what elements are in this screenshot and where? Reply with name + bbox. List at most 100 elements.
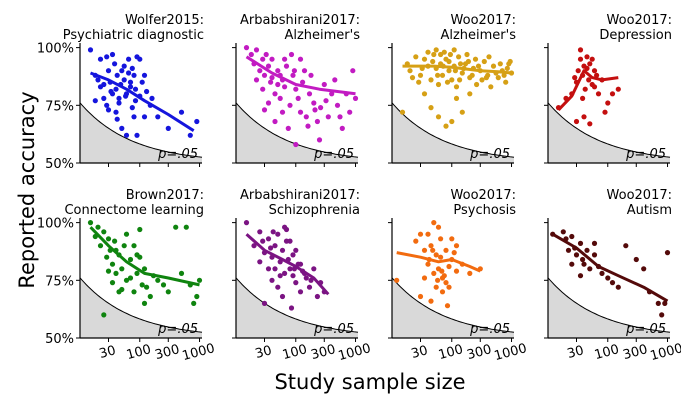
- data-point: [187, 132, 193, 138]
- data-point: [425, 231, 431, 237]
- data-point: [139, 282, 145, 288]
- data-point: [457, 61, 464, 67]
- panel-title-line2: Alzheimer's: [284, 28, 360, 43]
- data-point: [283, 63, 290, 69]
- data-point: [425, 49, 431, 55]
- data-point: [131, 243, 137, 249]
- data-point: [591, 240, 598, 246]
- data-point: [633, 256, 639, 263]
- data-point: [291, 68, 297, 74]
- data-point: [443, 123, 449, 129]
- panel-1: p=.05 Arbabshirani2017:Alzheimer's: [232, 13, 360, 167]
- data-point: [113, 270, 119, 276]
- data-point: [589, 56, 595, 62]
- data-point: [293, 141, 299, 148]
- data-point: [495, 75, 501, 81]
- data-point: [261, 300, 268, 306]
- panel-5: p=.05 30 100 300 1000 Arbabshirani2017:Schizo…: [232, 188, 373, 364]
- data-point: [92, 98, 98, 104]
- data-point: [196, 277, 203, 283]
- data-point: [272, 91, 278, 97]
- panel-2: p=.05 Woo2017:Alzheimer's: [388, 13, 516, 167]
- panel-title-line1: Arbabshirani2017:: [240, 188, 360, 203]
- data-point: [577, 56, 584, 62]
- data-point: [282, 224, 288, 230]
- data-point: [565, 247, 572, 253]
- pvalue-label: p=.05: [625, 147, 666, 162]
- panel-title-line1: Wolfer2015:: [125, 13, 204, 28]
- data-point: [282, 270, 288, 276]
- data-point: [121, 63, 127, 69]
- x-tick-label: 300: [153, 342, 181, 363]
- data-point: [449, 118, 455, 125]
- data-point: [269, 56, 275, 62]
- data-point: [139, 79, 145, 85]
- data-point: [297, 289, 304, 295]
- data-point: [87, 220, 94, 226]
- data-point: [664, 250, 671, 256]
- data-point: [261, 72, 268, 78]
- data-point: [417, 72, 424, 78]
- data-point: [134, 132, 140, 138]
- data-point: [504, 65, 510, 71]
- significance-region: [80, 102, 202, 163]
- data-point: [587, 266, 593, 272]
- data-point: [104, 102, 110, 108]
- data-point: [421, 275, 428, 281]
- data-point: [599, 270, 605, 276]
- panel-0: p=.05 50% 75% 100% Wolfer2015:Psychiatric di…: [37, 13, 204, 172]
- data-point: [314, 293, 320, 300]
- pvalue-label: p=.05: [313, 147, 354, 162]
- data-point: [584, 247, 590, 253]
- data-point: [127, 79, 134, 85]
- data-point: [243, 45, 250, 51]
- data-point: [293, 86, 299, 92]
- data-point: [591, 68, 598, 74]
- data-point: [474, 81, 480, 88]
- data-point: [488, 84, 494, 90]
- data-point: [486, 54, 492, 60]
- data-point: [428, 298, 434, 304]
- data-point: [134, 252, 140, 258]
- data-point: [577, 273, 584, 279]
- data-point: [444, 303, 451, 309]
- data-point: [655, 300, 661, 306]
- x-tick-label: 1000: [181, 341, 217, 364]
- data-point: [587, 121, 593, 127]
- x-axis-label: Study sample size: [274, 370, 465, 394]
- data-point: [350, 68, 356, 74]
- significance-region: [548, 102, 670, 163]
- data-point: [116, 100, 122, 106]
- data-point: [282, 84, 288, 90]
- data-point: [413, 54, 419, 60]
- data-point: [268, 245, 274, 251]
- data-point: [109, 51, 116, 58]
- data-point: [453, 84, 460, 90]
- data-point: [97, 84, 104, 90]
- data-point: [131, 289, 137, 295]
- data-point: [444, 79, 451, 85]
- data-point: [456, 54, 462, 60]
- data-point: [469, 72, 475, 78]
- data-point: [301, 68, 308, 74]
- data-point: [261, 107, 268, 113]
- panel-title-line1: Woo2017:: [451, 188, 516, 203]
- data-point: [577, 240, 584, 246]
- data-point: [155, 277, 161, 283]
- data-point: [435, 114, 442, 120]
- x-tick-label: 1000: [649, 341, 681, 364]
- data-point: [147, 293, 153, 300]
- data-point: [165, 125, 171, 131]
- data-point: [446, 263, 452, 270]
- significance-curve: [235, 277, 359, 333]
- data-point: [453, 243, 460, 249]
- data-point: [441, 273, 447, 279]
- data-point: [591, 252, 598, 258]
- data-point: [290, 273, 296, 279]
- data-point: [449, 77, 455, 83]
- x-tick-label: 100: [437, 342, 465, 363]
- data-point: [467, 270, 473, 276]
- data-point: [615, 86, 621, 92]
- data-point: [290, 72, 296, 78]
- x-tick-label: 30: [566, 343, 586, 362]
